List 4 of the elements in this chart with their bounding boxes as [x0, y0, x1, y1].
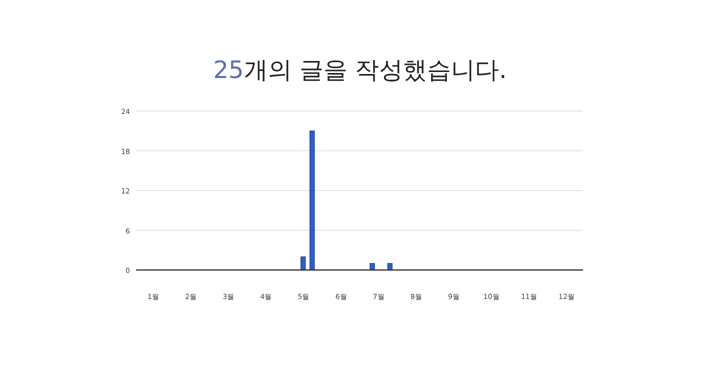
bar: [300, 256, 306, 270]
bar: [370, 263, 375, 270]
chart-title: 25개의 글을 작성했습니다.: [213, 56, 507, 84]
bar: [310, 130, 315, 270]
